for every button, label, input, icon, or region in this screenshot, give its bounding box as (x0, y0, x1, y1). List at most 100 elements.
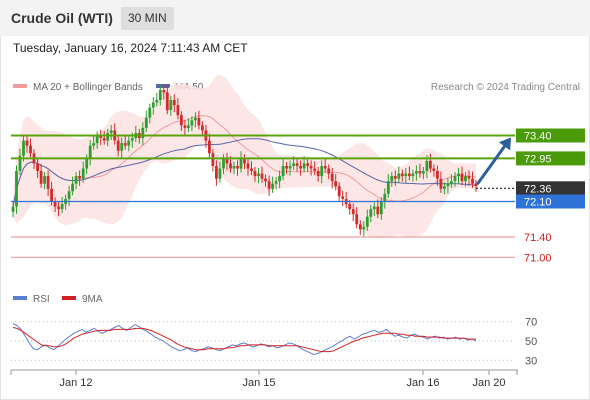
pivot-label: 72.10 (524, 197, 552, 209)
candle-body (43, 176, 46, 184)
candle-body (358, 224, 362, 230)
pivot-label-box (516, 194, 585, 209)
candle-body (144, 117, 148, 128)
candle-body (208, 140, 211, 154)
candle-body (95, 135, 99, 144)
candle-body (365, 216, 369, 227)
candle-body (116, 140, 120, 151)
candle-body (183, 125, 187, 128)
candle-body (211, 153, 215, 166)
candle-body (148, 107, 152, 118)
candle-body (323, 166, 327, 169)
rsi-legend-swatch (13, 296, 27, 300)
candle-body (257, 173, 260, 177)
candle-body (271, 183, 274, 189)
candle-body (232, 166, 236, 169)
candle-body (376, 206, 380, 215)
rsi-tick-label: 50 (525, 336, 537, 348)
candle-body (397, 173, 401, 179)
candle-body (400, 173, 404, 177)
time-axis-label: Jan 12 (59, 377, 92, 389)
candle-body (190, 120, 194, 126)
support-label: 71.00 (524, 252, 552, 264)
candle-body (218, 168, 222, 179)
candle-body (372, 206, 376, 210)
candle-body (306, 163, 309, 166)
candle-body (74, 176, 78, 184)
candle-body (67, 191, 71, 199)
candle-body (302, 163, 306, 169)
forecast-arrow-head (498, 137, 511, 151)
candle-body (267, 181, 271, 189)
instrument-title: Crude Oil (WTI) (11, 10, 113, 26)
candle-body (106, 133, 110, 141)
candle-body (29, 145, 32, 154)
candle-body (71, 183, 74, 192)
candle-body (348, 204, 352, 210)
candle-body (222, 158, 225, 169)
candle-body (422, 171, 425, 174)
timeframe-badge[interactable]: 30 MIN (121, 7, 174, 30)
candle-body (18, 155, 22, 171)
candle-body (99, 135, 103, 138)
candle-body (457, 173, 460, 177)
candle-body (81, 168, 85, 179)
candle-body (429, 160, 432, 169)
rsi-tick-label: 70 (525, 317, 537, 329)
candle-body (78, 176, 81, 179)
ma20-legend-label: MA 20 + Bollinger Bands (33, 82, 143, 93)
candle-body (60, 204, 64, 210)
candle-body (151, 102, 155, 108)
candle-body (383, 193, 387, 202)
candle-body (250, 168, 253, 171)
rsi-ma-line (12, 327, 476, 353)
resistance-label-box (516, 128, 585, 143)
candle-body (281, 166, 285, 177)
candle-body (260, 173, 264, 179)
candle-body (337, 186, 341, 197)
candle-body (425, 160, 429, 171)
candle-body (158, 89, 162, 100)
ma50-line (12, 138, 477, 207)
candle-body (130, 138, 134, 141)
candle-body (362, 226, 366, 230)
candle-body (36, 163, 39, 171)
candle-body (172, 100, 176, 106)
candle-body (85, 158, 89, 169)
candle-body (386, 181, 390, 194)
candle-body (201, 125, 204, 131)
current-price-box (516, 181, 585, 196)
candle-body (439, 178, 443, 189)
candle-body (197, 117, 201, 126)
candle-body (464, 176, 467, 182)
rsi-ma-legend-swatch (62, 296, 76, 300)
candle-body (446, 183, 450, 187)
candle-body (120, 143, 124, 151)
candle-body (327, 168, 331, 174)
candle-body (334, 181, 338, 187)
candle-body (341, 196, 345, 199)
forecast-arrow-shaft (476, 143, 508, 185)
candle-body (299, 166, 302, 169)
candle-body (285, 166, 288, 169)
candle-body (443, 186, 446, 189)
candle-body (450, 181, 453, 184)
candle-body (57, 206, 60, 210)
candle-body (253, 171, 257, 177)
time-axis-label: Jan 20 (472, 377, 505, 389)
candle-body (418, 171, 422, 174)
candle-body (194, 117, 197, 121)
candle-body (408, 173, 411, 177)
chart-header: Crude Oil (WTI) 30 MIN (0, 0, 590, 36)
resistance-label: 73.40 (524, 131, 552, 143)
candle-body (162, 89, 166, 93)
resistance-label: 72.95 (524, 153, 552, 165)
candle-body (225, 158, 229, 164)
candle-body (15, 171, 18, 207)
candle-body (404, 173, 408, 177)
candle-body (309, 166, 313, 169)
candle-body (236, 166, 239, 169)
candle-body (229, 163, 232, 169)
candle-body (102, 138, 106, 141)
